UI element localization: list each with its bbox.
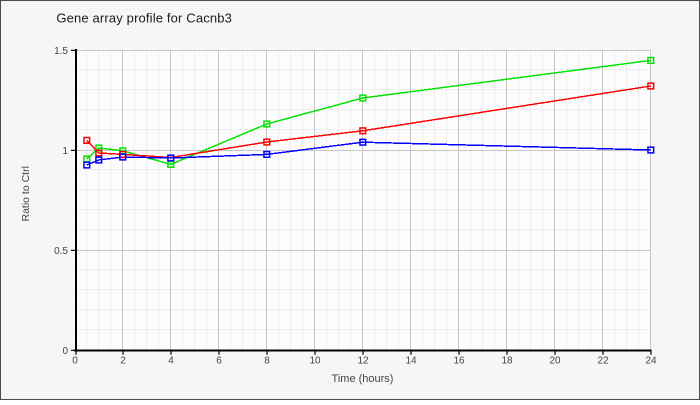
svg-text:Time (hours): Time (hours): [332, 373, 394, 385]
svg-text:14: 14: [405, 356, 417, 367]
svg-text:4: 4: [168, 356, 174, 367]
svg-text:18: 18: [501, 356, 513, 367]
svg-text:Gene array profile for Cacnb3: Gene array profile for Cacnb3: [56, 11, 232, 26]
svg-text:12: 12: [357, 356, 369, 367]
svg-text:0: 0: [72, 356, 78, 367]
svg-text:1: 1: [62, 146, 68, 157]
svg-text:10: 10: [309, 356, 321, 367]
svg-text:6: 6: [216, 356, 222, 367]
svg-text:16: 16: [453, 356, 465, 367]
svg-text:8: 8: [264, 356, 270, 367]
svg-text:20: 20: [549, 356, 561, 367]
svg-text:22: 22: [597, 356, 609, 367]
svg-text:1.5: 1.5: [54, 46, 68, 57]
svg-text:24: 24: [645, 356, 657, 367]
svg-text:0: 0: [62, 346, 68, 357]
svg-text:Ratio to Ctrl: Ratio to Ctrl: [20, 166, 32, 221]
svg-text:2: 2: [120, 356, 126, 367]
svg-text:0.5: 0.5: [54, 246, 68, 257]
